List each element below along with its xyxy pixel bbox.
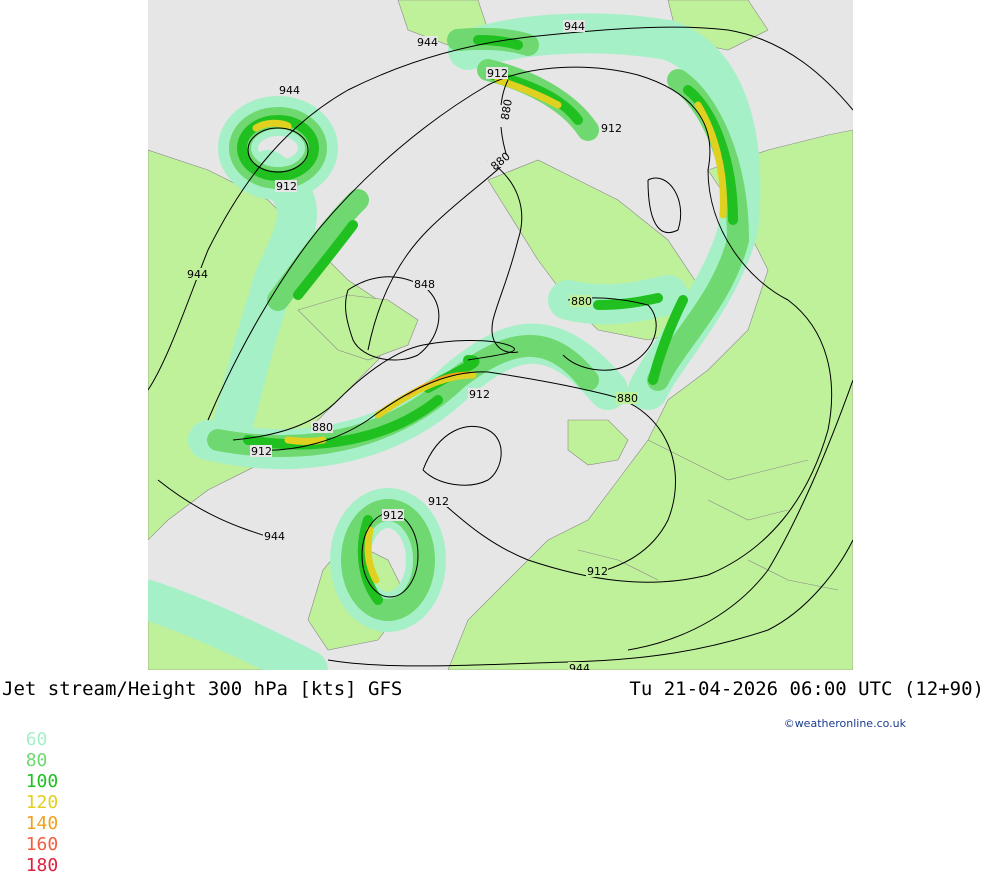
contour-labels: 944 944 944 944 944 944 912 912 912 912 … xyxy=(186,20,638,670)
contour-label: 880 xyxy=(617,392,638,405)
contour-label: 912 xyxy=(276,180,297,193)
forecast-datetime: Tu 21-04-2026 06:00 UTC (12+90) xyxy=(629,678,984,700)
contour-label: 912 xyxy=(469,388,490,401)
legend-item: 160 xyxy=(25,834,59,855)
contour-label: 944 xyxy=(279,84,300,97)
contour-label: 880 xyxy=(498,98,514,121)
contour-label: 912 xyxy=(601,122,622,135)
contour-label: 944 xyxy=(417,36,438,49)
legend-item: 180 xyxy=(25,855,59,876)
contour-label: 912 xyxy=(487,67,508,80)
contour-label: 880 xyxy=(312,421,333,434)
legend-item: 100 xyxy=(25,771,59,792)
contour-label: 848 xyxy=(414,278,435,291)
credit-link[interactable]: ©weatheronline.co.uk xyxy=(783,717,906,730)
contour-label: 944 xyxy=(569,662,590,670)
legend-item: 120 xyxy=(25,792,59,813)
jet-stream-map: 944 944 944 944 944 944 912 912 912 912 … xyxy=(148,0,853,670)
map-title: Jet stream/Height 300 hPa [kts] GFS xyxy=(2,678,403,700)
legend-item: 140 xyxy=(25,813,59,834)
height-contours xyxy=(148,26,853,667)
legend-item: 60 xyxy=(25,729,48,750)
contour-label: 912 xyxy=(587,565,608,578)
contour-label: 912 xyxy=(251,445,272,458)
contour-label: 912 xyxy=(383,509,404,522)
contour-label: 912 xyxy=(428,495,449,508)
legend-item: 80 xyxy=(25,750,48,771)
contour-label: 944 xyxy=(564,20,585,33)
wind-speed-legend: 60 80 100 120 140 160 180 xyxy=(4,708,62,876)
contour-label: 944 xyxy=(187,268,208,281)
contour-label: 944 xyxy=(264,530,285,543)
contour-label: 880 xyxy=(571,295,592,308)
